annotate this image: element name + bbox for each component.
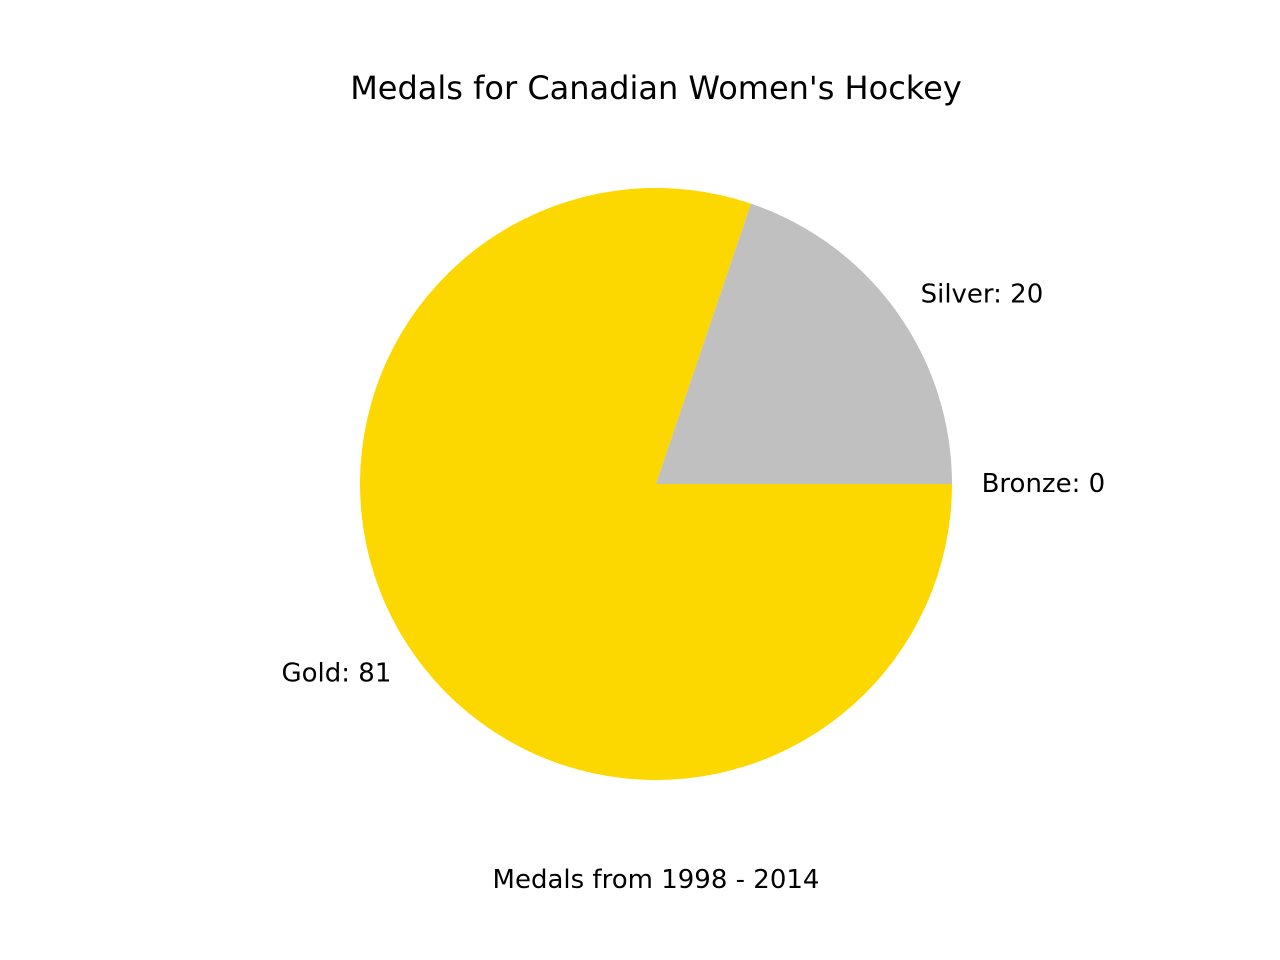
slice-label-gold: Gold: 81 [282,659,392,689]
pie-slices [360,188,952,780]
pie-slice-silver [656,203,952,484]
slice-label-bronze: Bronze: 0 [982,469,1106,499]
slice-label-silver: Silver: 20 [921,279,1044,309]
x-axis-label: Medals from 1998 - 2014 [493,865,820,895]
pie-slice-labels: Gold: 81 Silver: 20 Bronze: 0 [282,279,1106,688]
chart-title: Medals for Canadian Women's Hockey [350,69,962,107]
